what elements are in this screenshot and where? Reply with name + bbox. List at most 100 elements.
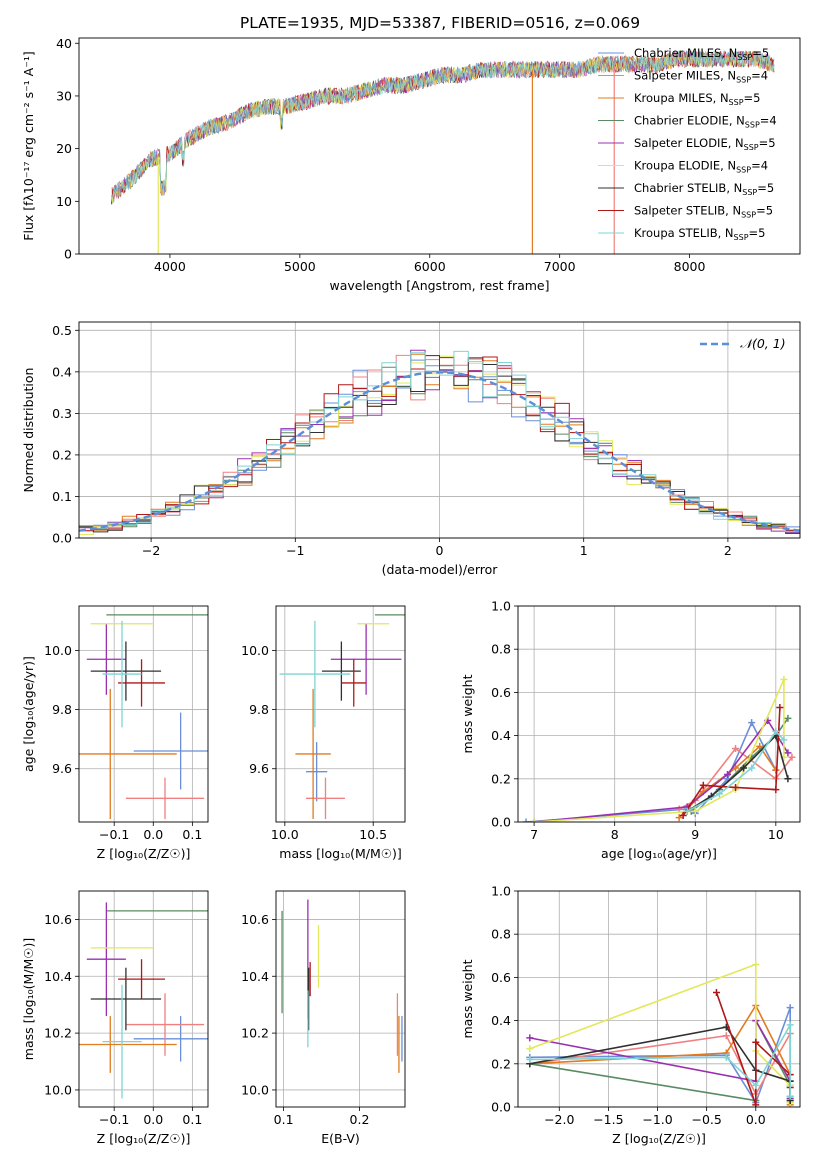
legend-subscript: SSP	[736, 166, 751, 175]
legend-subscript: SSP	[745, 121, 760, 130]
spectrum-line	[111, 50, 775, 201]
x-tick-label: −1.5	[593, 1112, 623, 1127]
weight-vs-metallicity-panel: −2.0 −1.5 −1.0 −0.5 0.0 0.0 0.2 0.4 0.6 0.8 1.0 Z […	[460, 884, 801, 1146]
legend-label: Salpeter ELODIE, NSSP=5	[634, 136, 776, 152]
y-tick-label: 9.8	[249, 702, 269, 717]
axes-frame	[78, 890, 209, 1108]
y-tick-label: 1.0	[491, 599, 511, 614]
y-axis-label: mass [log₁₀(M/M☉)]	[21, 938, 36, 1060]
weight-marker	[675, 814, 683, 822]
y-axis-label: age [log₁₀(age/yr)]	[21, 656, 36, 772]
weight-marker	[784, 775, 792, 783]
legend-subscript: SSP	[744, 143, 759, 152]
y-tick-label: 0.0	[491, 815, 511, 830]
weight-marker	[780, 736, 788, 744]
x-tick-label: −0.5	[691, 1112, 721, 1127]
y-tick-label: 0.5	[52, 323, 72, 338]
legend-subscript: SSP	[736, 76, 751, 85]
y-tick-label: 10.6	[44, 912, 72, 927]
legend-count: =4	[760, 114, 777, 128]
y-tick-label: 10.4	[44, 969, 72, 984]
weight-marker	[715, 790, 723, 798]
y-tick-label: 0.8	[491, 927, 511, 942]
x-axis-label: Z [log₁₀(Z/Z☉)]	[612, 1131, 706, 1146]
plot-area	[522, 675, 796, 822]
spectrum-panel: 4000 5000 6000 7000 8000 0 10 20 30 40 wavelength …	[21, 36, 801, 293]
y-axis-label: mass weight	[460, 674, 475, 753]
mass-vs-metallicity-panel: −0.1 0.0 0.1 10.0 10.2 10.4 10.6 Z [log₁₀(Z/Z☉)…	[21, 890, 209, 1146]
legend-count: =5	[759, 136, 776, 150]
weight-marker	[722, 1032, 730, 1040]
legend-subscript: SSP	[734, 233, 749, 242]
x-tick-label: 0.0	[143, 827, 163, 842]
weight-marker	[752, 960, 760, 968]
legend-label: Chabrier MILES, NSSP=5	[634, 46, 769, 62]
x-tick-label: −2	[142, 543, 160, 558]
axes-frame	[78, 605, 209, 823]
x-tick-label: 0.1	[182, 827, 202, 842]
weight-marker	[772, 766, 780, 774]
y-tick-label: 1.0	[491, 884, 511, 899]
weight-marker	[522, 818, 530, 822]
weight-marker	[712, 989, 720, 997]
weight-marker	[780, 675, 788, 683]
legend-label: Chabrier ELODIE, NSSP=4	[634, 114, 777, 130]
y-tick-label: 0.4	[52, 364, 72, 379]
y-tick-label: 10.0	[241, 1082, 269, 1097]
x-axis-label: wavelength [Angstrom, rest frame]	[329, 278, 549, 293]
weight-marker	[526, 1034, 534, 1042]
x-tick-label: 7000	[544, 259, 576, 274]
y-tick-label: 0.6	[491, 970, 511, 985]
x-axis-label: Z [log₁₀(Z/Z☉)]	[97, 846, 191, 861]
y-tick-label: 10.0	[44, 1082, 72, 1097]
y-tick-label: 0.4	[491, 728, 511, 743]
legend-label: Kroupa MILES, NSSP=5	[634, 91, 760, 107]
legend-subscript: SSP	[737, 53, 752, 62]
x-tick-label: 0.0	[143, 1112, 163, 1127]
legend-count: =5	[756, 204, 773, 218]
weight-marker	[722, 1053, 730, 1061]
weight-marker	[526, 1045, 534, 1053]
y-tick-label: 10.4	[241, 969, 269, 984]
legend-subscript: SSP	[729, 98, 744, 107]
weight-marker	[752, 1081, 760, 1089]
plot-area	[281, 899, 403, 1073]
weight-marker	[683, 807, 691, 815]
age-vs-metallicity-panel: −0.1 0.0 0.1 9.6 9.8 10.0 Z [log₁₀(Z/Z☉)] age […	[21, 605, 209, 861]
x-tick-label: 10	[768, 827, 784, 842]
weight-marker	[784, 714, 792, 722]
y-tick-label: 0	[64, 247, 72, 262]
y-tick-label: 20	[56, 141, 72, 156]
x-tick-label: −1	[286, 543, 304, 558]
y-tick-label: 10.0	[241, 643, 269, 658]
x-tick-label: 2	[724, 543, 732, 558]
y-tick-label: 0.2	[491, 1056, 511, 1071]
weight-line	[529, 1020, 791, 1102]
y-tick-label: 10.2	[44, 1026, 72, 1041]
legend-count: =4	[751, 69, 768, 83]
x-tick-label: −0.1	[99, 1112, 129, 1127]
x-tick-label: 10.5	[359, 827, 387, 842]
axes-frame	[275, 605, 406, 823]
x-tick-label: −1.0	[642, 1112, 672, 1127]
residuals-panel: −2 −1 0 1 2 0.0 0.1 0.2 0.3 0.4 0.5 (data-model)/er…	[21, 321, 801, 577]
spectrum-line	[111, 50, 775, 199]
x-tick-label: 4000	[154, 259, 186, 274]
x-axis-label: E(B-V)	[321, 1131, 360, 1146]
plot-area	[526, 960, 794, 1107]
y-tick-label: 0.8	[491, 642, 511, 657]
weight-line	[686, 734, 789, 812]
normal-curve	[79, 371, 800, 532]
weight-marker	[756, 742, 764, 750]
x-tick-label: 8	[611, 827, 619, 842]
axes-frame	[78, 321, 801, 539]
weight-line	[534, 679, 785, 822]
x-tick-label: 5000	[284, 259, 316, 274]
weight-marker	[772, 727, 780, 735]
x-tick-label: −0.1	[99, 827, 129, 842]
legend-count: =5	[749, 226, 766, 240]
weight-marker	[732, 783, 740, 791]
axes-frame	[517, 605, 801, 823]
y-tick-label: 10.0	[44, 643, 72, 658]
y-tick-label: 0.0	[491, 1100, 511, 1115]
